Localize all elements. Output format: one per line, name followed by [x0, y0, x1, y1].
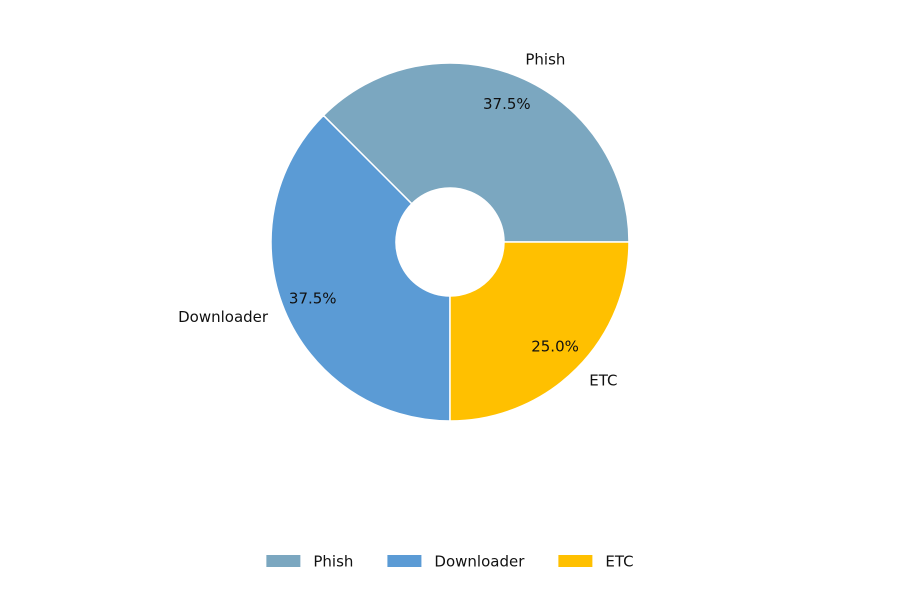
slice-label: Phish — [525, 51, 565, 69]
slice — [322, 62, 630, 243]
legend-swatch — [266, 555, 301, 567]
value-label: 37.5% — [483, 95, 531, 113]
slice — [449, 241, 630, 422]
slice-label: Downloader — [178, 308, 269, 326]
slice — [270, 114, 451, 422]
legend: Phish Downloader ETC — [266, 553, 634, 571]
value-label: 25.0% — [531, 338, 579, 356]
slice-label: ETC — [589, 372, 617, 390]
legend-swatch — [387, 555, 422, 567]
legend-label: ETC — [605, 553, 633, 571]
legend-label: Downloader — [434, 553, 525, 571]
legend-swatch — [558, 555, 593, 567]
legend-label: Phish — [313, 553, 353, 571]
value-label: 37.5% — [289, 289, 337, 307]
